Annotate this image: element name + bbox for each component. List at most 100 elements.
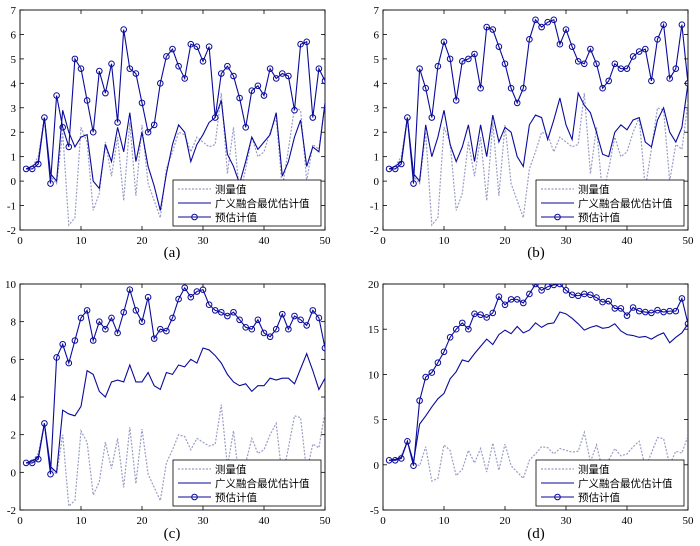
plot-area bbox=[22, 26, 325, 227]
legend-label: 预估计值 bbox=[578, 491, 620, 504]
y-tick-label: 6 bbox=[374, 29, 380, 41]
series-line-2 bbox=[389, 311, 688, 463]
data-point bbox=[218, 308, 225, 316]
data-point bbox=[254, 316, 262, 324]
x-tick-label: 30 bbox=[198, 515, 210, 527]
y-tick-label: 5 bbox=[11, 54, 17, 66]
y-tick-label: 3 bbox=[11, 103, 17, 115]
series-line-1 bbox=[25, 93, 325, 227]
data-point bbox=[315, 314, 323, 322]
data-point bbox=[242, 324, 249, 331]
panel-label: (a) bbox=[164, 245, 181, 261]
y-tick-label: -2 bbox=[7, 505, 16, 517]
y-tick-label: -1 bbox=[7, 201, 16, 213]
series-line-2 bbox=[25, 347, 325, 474]
data-point bbox=[501, 60, 509, 68]
data-point bbox=[285, 325, 292, 333]
x-tick-label: 40 bbox=[259, 515, 271, 527]
data-point bbox=[205, 43, 213, 50]
data-point bbox=[587, 291, 594, 299]
data-point bbox=[181, 75, 188, 82]
data-point bbox=[59, 340, 67, 348]
data-point bbox=[41, 420, 48, 427]
legend-marker bbox=[554, 493, 561, 501]
legend-marker bbox=[554, 213, 561, 221]
data-point bbox=[648, 309, 655, 317]
series-line-2 bbox=[388, 83, 688, 183]
data-point bbox=[459, 58, 466, 65]
data-point bbox=[477, 84, 484, 92]
series-line-3 bbox=[389, 18, 688, 184]
data-point bbox=[446, 334, 454, 341]
x-tick-label: 30 bbox=[561, 515, 573, 527]
data-point bbox=[617, 305, 625, 312]
y-tick-label: 7 bbox=[374, 5, 380, 17]
data-point bbox=[642, 45, 649, 53]
data-point bbox=[65, 359, 73, 367]
y-tick-label: 0 bbox=[11, 176, 17, 188]
y-tick-label: 15 bbox=[368, 324, 380, 336]
legend-label: 测量值 bbox=[578, 463, 610, 476]
data-point bbox=[532, 284, 539, 288]
data-point bbox=[236, 316, 243, 324]
data-point bbox=[526, 36, 533, 43]
data-point bbox=[391, 456, 399, 464]
data-point bbox=[28, 459, 36, 467]
data-point bbox=[53, 92, 60, 99]
data-point bbox=[568, 43, 576, 50]
data-point bbox=[623, 312, 631, 319]
data-point bbox=[440, 348, 448, 356]
data-point bbox=[248, 87, 256, 94]
data-point bbox=[150, 121, 158, 129]
data-point bbox=[526, 290, 533, 298]
data-point bbox=[611, 305, 619, 312]
data-point bbox=[144, 293, 152, 301]
data-point bbox=[507, 84, 515, 92]
data-point bbox=[242, 124, 249, 131]
y-tick-label: 6 bbox=[11, 29, 17, 41]
x-tick-label: 40 bbox=[259, 235, 271, 247]
data-point bbox=[163, 53, 170, 60]
data-point bbox=[452, 325, 460, 333]
data-point bbox=[224, 62, 231, 70]
data-point bbox=[35, 160, 42, 168]
legend-label: 预估计值 bbox=[578, 211, 620, 224]
x-tick-label: 10 bbox=[76, 515, 88, 527]
legend-label: 测量值 bbox=[578, 183, 610, 196]
y-tick-label: 3 bbox=[374, 103, 380, 115]
y-tick-label: 20 bbox=[368, 279, 380, 291]
data-point bbox=[53, 354, 60, 361]
data-point bbox=[199, 58, 207, 65]
data-point bbox=[684, 80, 688, 87]
data-point bbox=[35, 455, 42, 463]
data-point bbox=[266, 333, 274, 341]
data-point bbox=[428, 114, 436, 121]
data-point bbox=[416, 65, 423, 72]
y-tick-label: 4 bbox=[374, 78, 380, 90]
data-point bbox=[483, 314, 491, 321]
data-point bbox=[138, 99, 146, 107]
data-point bbox=[593, 60, 600, 68]
data-point bbox=[272, 325, 280, 333]
data-point bbox=[513, 99, 521, 107]
data-point bbox=[83, 97, 91, 104]
data-point bbox=[303, 322, 311, 329]
series-line-3 bbox=[26, 29, 325, 184]
data-point bbox=[230, 72, 237, 80]
data-point bbox=[477, 311, 484, 319]
x-tick-label: 30 bbox=[561, 235, 573, 247]
data-point bbox=[471, 310, 478, 318]
data-point bbox=[291, 106, 298, 114]
legend-label: 测量值 bbox=[215, 183, 247, 196]
data-point bbox=[459, 319, 466, 327]
data-point bbox=[285, 72, 292, 80]
data-point bbox=[175, 62, 182, 70]
y-tick-label: 4 bbox=[11, 392, 17, 404]
legend-marker bbox=[191, 493, 198, 501]
legend-label: 广义融合最优估计值 bbox=[578, 197, 673, 210]
